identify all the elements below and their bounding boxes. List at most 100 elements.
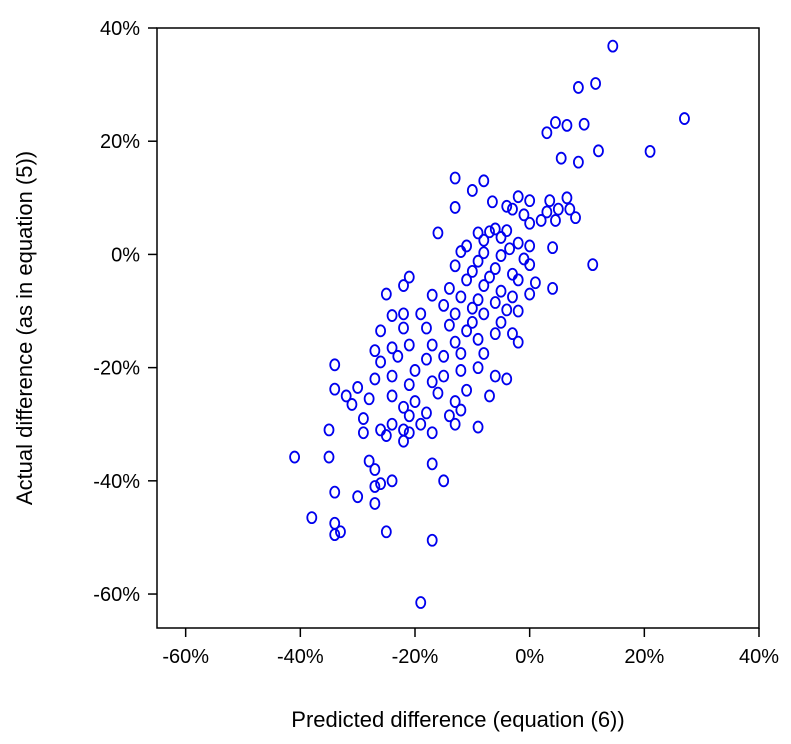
- data-point: [504, 242, 516, 256]
- data-point: [507, 267, 518, 281]
- y-tick-label: 40%: [100, 18, 140, 40]
- data-point: [415, 417, 427, 431]
- data-point: [386, 369, 398, 383]
- data-point: [478, 233, 490, 247]
- data-point: [501, 224, 513, 238]
- data-point: [438, 369, 450, 383]
- data-point: [403, 378, 415, 392]
- data-point: [472, 226, 484, 240]
- data-point: [561, 118, 573, 132]
- data-point: [438, 349, 450, 363]
- data-point: [386, 417, 398, 431]
- data-point: [398, 434, 409, 448]
- x-axis: -60% -40% -20% 0% 20% 40%: [162, 628, 779, 668]
- data-point: [449, 307, 461, 321]
- data-point: [478, 246, 490, 260]
- data-point: [512, 273, 524, 287]
- data-point: [403, 426, 415, 440]
- data-point: [547, 241, 558, 255]
- data-point: [421, 321, 432, 335]
- data-point: [455, 364, 467, 377]
- y-tick-label: -20%: [93, 358, 140, 380]
- data-point: [573, 81, 584, 94]
- data-point: [552, 202, 564, 216]
- data-point: [329, 528, 341, 542]
- data-point: [340, 389, 352, 403]
- data-point: [426, 288, 438, 302]
- data-point: [426, 533, 438, 547]
- data-point: [507, 202, 518, 216]
- data-point: [289, 450, 301, 464]
- data-point: [380, 287, 392, 301]
- data-point: [449, 395, 461, 408]
- x-tick-label: -60%: [162, 646, 209, 668]
- data-point: [524, 287, 536, 301]
- data-point: [415, 307, 427, 321]
- data-point: [472, 420, 484, 434]
- data-point: [363, 454, 375, 468]
- data-point: [409, 364, 421, 377]
- plot-frame: [156, 27, 760, 629]
- data-point: [363, 392, 375, 406]
- y-axis: -60% -40% -20% 0% 20% 40%: [93, 18, 157, 606]
- data-point: [438, 298, 450, 312]
- data-point: [484, 225, 495, 239]
- data-point: [461, 383, 473, 397]
- data-point: [369, 497, 381, 510]
- data-point: [478, 174, 490, 188]
- data-point: [386, 341, 398, 355]
- data-point: [489, 369, 501, 383]
- data-point: [403, 270, 415, 284]
- data-point: [329, 358, 341, 372]
- x-tick-label: -40%: [277, 646, 324, 668]
- data-point: [507, 327, 518, 341]
- data-point: [357, 426, 369, 440]
- data-point: [607, 39, 619, 53]
- data-point: [578, 117, 590, 131]
- data-point: [590, 77, 601, 90]
- data-point: [472, 361, 484, 375]
- data-point: [323, 450, 335, 464]
- data-point: [478, 347, 490, 360]
- data-point: [386, 309, 398, 322]
- data-point: [489, 262, 501, 275]
- data-point: [478, 279, 490, 292]
- data-point: [495, 231, 507, 244]
- data-point: [587, 258, 599, 272]
- data-point: [323, 423, 335, 437]
- data-point: [346, 398, 358, 411]
- data-point: [403, 338, 415, 352]
- data-point: [421, 352, 432, 366]
- data-point: [403, 409, 415, 423]
- x-tick-label: 40%: [739, 646, 779, 668]
- data-point: [398, 321, 409, 335]
- data-point: [449, 201, 461, 214]
- data-point: [466, 315, 478, 329]
- data-point: [335, 525, 346, 539]
- x-tick-label: -20%: [392, 646, 439, 668]
- data-point: [398, 279, 409, 292]
- data-point: [518, 252, 530, 266]
- data-point: [380, 525, 392, 539]
- data-point: [495, 284, 507, 298]
- data-point: [357, 412, 369, 425]
- data-point: [438, 474, 450, 488]
- data-point: [512, 236, 524, 250]
- data-point: [535, 214, 547, 227]
- data-point: [524, 216, 536, 230]
- data-point: [375, 423, 387, 437]
- data-point: [392, 349, 404, 363]
- data-point: [489, 222, 501, 236]
- data-point: [501, 372, 513, 386]
- data-point: [398, 307, 409, 321]
- data-point: [409, 395, 421, 408]
- data-point: [352, 381, 364, 394]
- data-point: [369, 480, 381, 493]
- data-point: [426, 457, 438, 471]
- data-point: [375, 324, 387, 338]
- data-point: [461, 324, 473, 338]
- y-tick-label: -60%: [93, 584, 140, 606]
- data-point: [593, 144, 604, 158]
- data-point: [426, 375, 438, 389]
